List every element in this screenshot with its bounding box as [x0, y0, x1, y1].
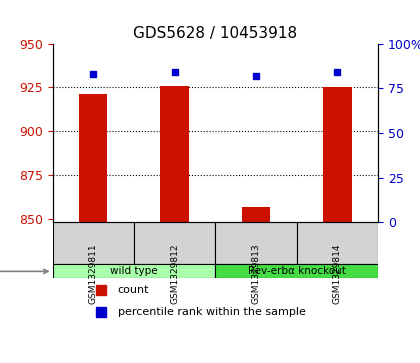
Text: genotype/variation: genotype/variation: [0, 266, 48, 276]
Text: count: count: [118, 285, 149, 294]
FancyBboxPatch shape: [134, 223, 215, 264]
Text: Rev-erbα knockout: Rev-erbα knockout: [248, 266, 346, 276]
FancyBboxPatch shape: [52, 223, 134, 264]
Bar: [79, 94, 108, 223]
Bar: [160, 86, 189, 223]
Bar: [241, 207, 270, 223]
Text: percentile rank within the sample: percentile rank within the sample: [118, 307, 305, 317]
Text: GSM1329814: GSM1329814: [333, 244, 342, 304]
Text: wild type: wild type: [110, 266, 158, 276]
Text: GSM1329813: GSM1329813: [252, 244, 260, 304]
Bar: [323, 87, 352, 223]
Text: GSM1329812: GSM1329812: [170, 244, 179, 304]
FancyBboxPatch shape: [215, 264, 378, 278]
Text: GSM1329811: GSM1329811: [89, 244, 98, 304]
FancyBboxPatch shape: [52, 264, 215, 278]
FancyBboxPatch shape: [297, 223, 378, 264]
FancyBboxPatch shape: [215, 223, 297, 264]
Title: GDS5628 / 10453918: GDS5628 / 10453918: [133, 26, 297, 41]
